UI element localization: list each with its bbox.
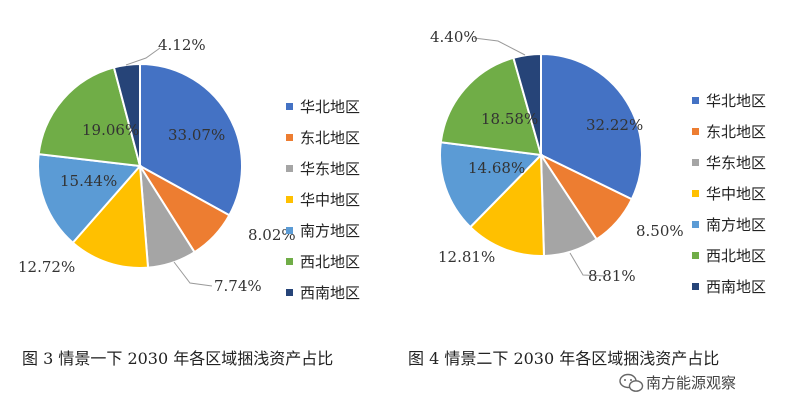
- data-label-southwest: 4.40%: [430, 28, 478, 46]
- pie-chart-scenario-1: 33.07% 8.02% 7.74% 12.72% 15.44% 19.06% 4.12%: [18, 36, 296, 295]
- data-label-northeast: 8.50%: [636, 222, 684, 240]
- legend-label-northeast: 东北地区: [706, 123, 766, 141]
- wechat-icon: [619, 373, 644, 392]
- pie-slice-northwest: [439, 56, 543, 157]
- data-label-northwest: 19.06%: [82, 121, 139, 139]
- legend-marker-southwest: [692, 283, 699, 290]
- data-label-northwest: 18.58%: [481, 110, 538, 128]
- data-label-east: 8.81%: [588, 267, 636, 285]
- pie-chart-scenario-2: 32.22% 8.50% 8.81% 12.81% 14.68% 18.58% 4.40%: [430, 28, 684, 285]
- data-label-central: 12.81%: [438, 248, 495, 266]
- pie-slice-central: [468, 152, 546, 257]
- legend-label-southwest: 西南地区: [300, 284, 360, 302]
- data-label-north: 32.22%: [586, 116, 643, 134]
- pie-slice-south: [37, 153, 143, 245]
- data-label-south: 15.44%: [60, 172, 117, 190]
- legend-marker-east: [692, 159, 699, 166]
- legend-label-southwest: 西南地区: [706, 278, 766, 296]
- legend-marker-northwest: [692, 252, 699, 259]
- legend-label-central: 华中地区: [300, 191, 360, 209]
- pie-slice-north: [139, 62, 243, 217]
- legend-marker-east: [286, 165, 293, 172]
- data-label-southwest: 4.12%: [158, 36, 206, 54]
- legend-label-north: 华北地区: [706, 92, 766, 110]
- legend-label-northeast: 东北地区: [300, 129, 360, 147]
- legend-marker-north: [692, 97, 699, 104]
- caption-figure-3: 图 3 情景一下 2030 年各区域捆浅资产占比: [22, 349, 333, 368]
- pie-slice-north: [540, 52, 643, 201]
- legend-label-east: 华东地区: [706, 154, 766, 172]
- leader-line-southwest: [473, 37, 526, 56]
- legend-marker-northwest: [286, 258, 293, 265]
- legend-label-central: 华中地区: [706, 185, 766, 203]
- legend-marker-northeast: [286, 134, 293, 141]
- legend-marker-central: [286, 196, 293, 203]
- data-label-central: 12.72%: [18, 258, 75, 276]
- legend-label-east: 华东地区: [300, 160, 360, 178]
- pie-slice-southwest: [512, 52, 542, 156]
- legend-label-south: 南方地区: [300, 222, 360, 240]
- data-label-north: 33.07%: [168, 126, 225, 144]
- legend-label-south: 南方地区: [706, 216, 766, 234]
- caption-figure-4: 图 4 情景二下 2030 年各区域捆浅资产占比: [408, 349, 719, 368]
- watermark: 南方能源观察: [619, 373, 736, 392]
- pie-slice-northwest: [37, 66, 142, 168]
- pie-slice-central: [71, 163, 150, 269]
- legend-marker-south: [286, 227, 293, 234]
- legend-marker-north: [286, 103, 293, 110]
- data-label-northeast: 8.02%: [248, 226, 296, 244]
- legend-marker-central: [692, 190, 699, 197]
- data-label-east: 7.74%: [214, 277, 262, 295]
- legend-marker-southwest: [286, 289, 293, 296]
- legend-label-northwest: 西北地区: [706, 247, 766, 265]
- legend-marker-northeast: [692, 128, 699, 135]
- legend-label-northwest: 西北地区: [300, 253, 360, 271]
- watermark-text: 南方能源观察: [646, 374, 736, 392]
- leader-line-east: [569, 252, 607, 277]
- leader-line-southwest: [125, 47, 161, 66]
- data-label-south: 14.68%: [468, 159, 525, 177]
- pie-slice-south: [439, 141, 544, 229]
- legend-label-north: 华北地区: [300, 98, 360, 116]
- legend-marker-south: [692, 221, 699, 228]
- leader-line-east: [173, 261, 213, 287]
